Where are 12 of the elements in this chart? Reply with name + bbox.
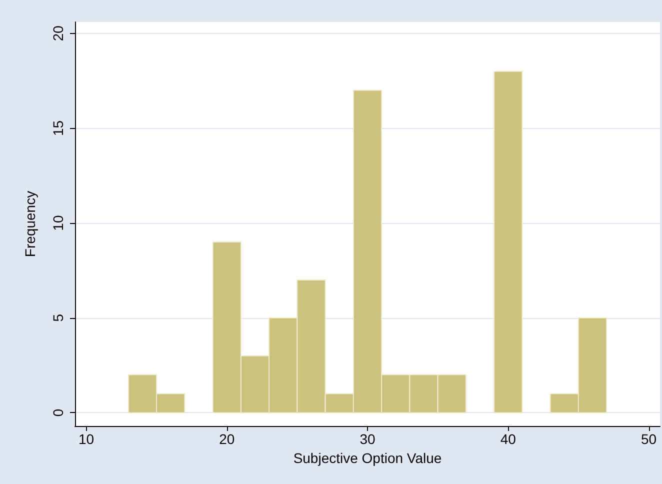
y-tick-label: 20 <box>50 25 66 42</box>
y-axis-title: Frequency <box>22 190 38 258</box>
x-tick-label: 10 <box>78 431 94 447</box>
y-tick-label: 0 <box>50 408 66 417</box>
x-tick-label: 20 <box>219 431 235 447</box>
x-axis-title: Subjective Option Value <box>293 450 442 466</box>
x-tick-label: 40 <box>500 431 516 447</box>
y-tick-label: 10 <box>50 215 66 231</box>
y-tick-label: 5 <box>50 314 66 322</box>
x-tick-label: 50 <box>640 431 657 447</box>
y-tick-label: 15 <box>50 120 66 136</box>
x-tick-label: 30 <box>360 431 376 447</box>
